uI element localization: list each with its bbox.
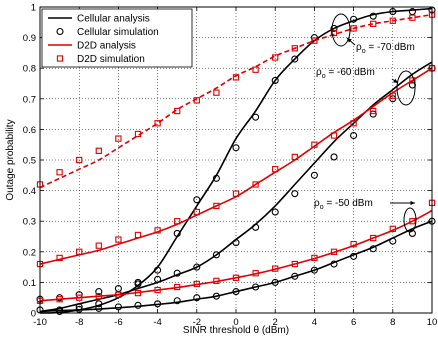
- y-tick-label: 0.9: [23, 33, 36, 44]
- y-tick-label: 0.8: [23, 64, 36, 75]
- legend-label: Cellular simulation: [77, 27, 159, 38]
- legend-label: D2D simulation: [77, 54, 145, 65]
- x-tick-label: -4: [153, 317, 161, 328]
- y-tick-label: 0.5: [23, 156, 36, 167]
- x-tick-label: -6: [114, 317, 122, 328]
- y-tick-label: 1: [31, 3, 36, 14]
- x-tick-label: 6: [351, 317, 356, 328]
- legend: Cellular analysis Cellular simulation D2D …: [42, 9, 192, 67]
- x-tick-label: -8: [75, 317, 83, 328]
- y-tick-label: 0.7: [23, 94, 36, 105]
- y-tick-label: 0.1: [23, 278, 36, 289]
- y-tick-label: 0.4: [23, 186, 36, 197]
- y-tick-label: 0: [31, 309, 36, 320]
- legend-label: D2D analysis: [77, 41, 136, 52]
- x-tick-label: 10: [427, 317, 438, 328]
- x-axis-title: SINR threshold θ (dBm): [183, 325, 289, 336]
- y-tick-label: 0.6: [23, 125, 36, 136]
- legend-label: Cellular analysis: [77, 14, 150, 25]
- y-tick-label: 0.2: [23, 247, 36, 258]
- y-tick-label: 0.3: [23, 217, 36, 228]
- x-tick-label: 4: [312, 317, 317, 328]
- x-tick-label: 8: [390, 317, 395, 328]
- y-axis-title: Outage probability: [5, 119, 16, 200]
